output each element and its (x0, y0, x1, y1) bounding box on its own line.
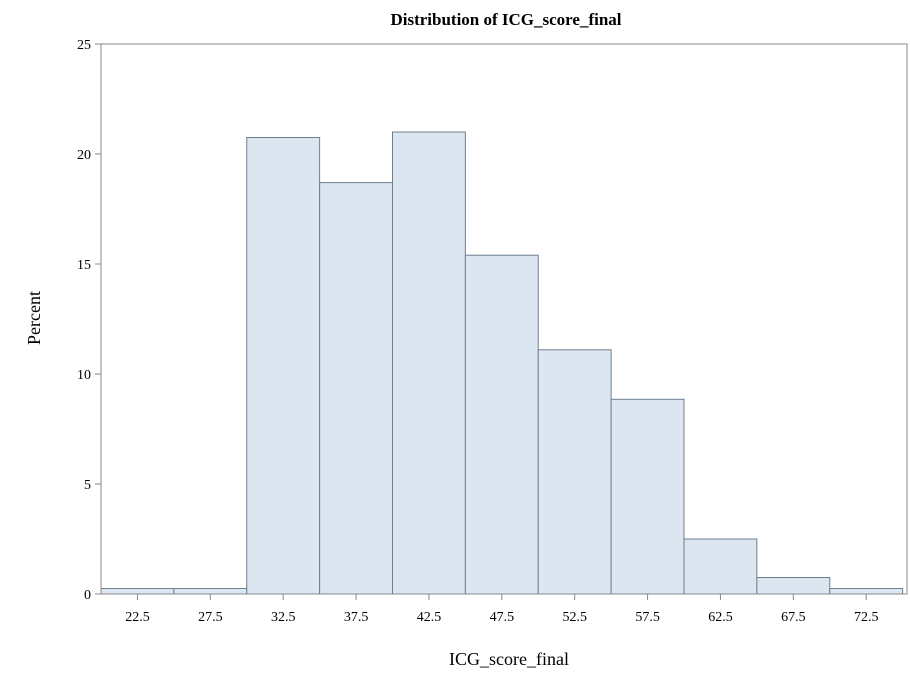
x-tick-label: 22.5 (125, 610, 150, 625)
x-tick-label: 72.5 (854, 610, 879, 625)
histogram-bar (610, 398, 685, 595)
histogram-bar (319, 182, 394, 595)
x-tick-label: 42.5 (417, 610, 442, 625)
x-tick-label: 32.5 (271, 610, 296, 625)
y-tick-label: 10 (77, 368, 91, 383)
y-tick-label: 0 (84, 588, 91, 603)
y-tick-label: 25 (77, 38, 91, 53)
histogram-bar (756, 577, 831, 595)
histogram-bar (392, 131, 466, 595)
histogram-bar (100, 588, 175, 595)
histogram-bar (464, 254, 539, 595)
y-tick-label: 15 (77, 258, 91, 273)
y-tick-label: 20 (77, 148, 91, 163)
y-axis-label: Percent (24, 291, 44, 345)
x-tick-label: 47.5 (490, 610, 515, 625)
x-tick-label: 57.5 (635, 610, 660, 625)
x-tick-label: 62.5 (708, 610, 733, 625)
histogram-bar (173, 588, 248, 595)
x-tick-label: 67.5 (781, 610, 806, 625)
histogram-bar (537, 349, 612, 595)
histogram-bar (683, 538, 758, 595)
x-tick-label: 37.5 (344, 610, 369, 625)
plot-area: 0 5 10 15 20 25 22.5 27.5 32.5 37.5 42.5 47.5 52.5 57… (77, 38, 908, 625)
y-tick-label: 5 (84, 478, 91, 493)
x-tick-label: 52.5 (562, 610, 587, 625)
chart-title: Distribution of ICG_score_final (390, 10, 621, 29)
x-axis-label: ICG_score_final (449, 649, 569, 669)
x-tick-label: 27.5 (198, 610, 223, 625)
histogram-bar (246, 137, 321, 595)
histogram-bar (829, 588, 904, 595)
